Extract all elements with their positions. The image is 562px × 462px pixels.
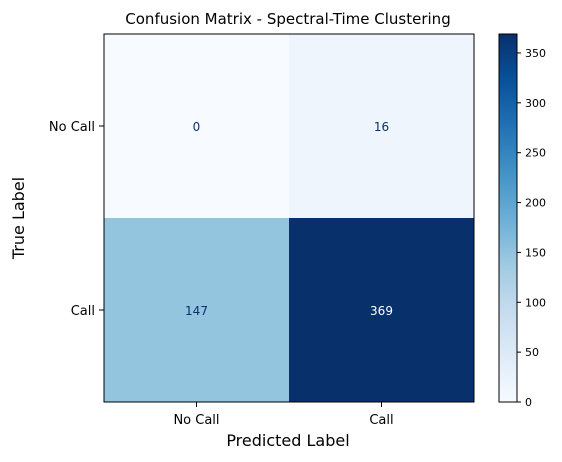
- matrix-group: 0 16 147 369 No Call Call No Call Call: [49, 34, 474, 428]
- x-tick-label-1: Call: [369, 413, 393, 428]
- cell-r1-c0: [104, 218, 289, 402]
- y-tick-label-0: No Call: [49, 120, 95, 135]
- cell-r0-c1: [289, 34, 474, 218]
- cell-value-r1-c1: 369: [370, 304, 393, 318]
- colorbar-tick-label-1: 50: [525, 346, 539, 359]
- plot-frame: [103, 33, 475, 403]
- colorbar-gradient: [499, 34, 517, 402]
- cell-value-r1-c0: 147: [185, 304, 208, 318]
- colorbar-tick-label-7: 350: [525, 47, 546, 60]
- y-tick-label-1: Call: [71, 304, 95, 319]
- colorbar-tick-label-0: 0: [525, 396, 532, 409]
- colorbar-ticks: 0 50 100 150 200 250 300 350: [517, 47, 546, 409]
- y-axis-label: True Label: [9, 177, 28, 260]
- colorbar: 0 50 100 150 200 250 300 350: [498, 33, 546, 409]
- x-axis-label: Predicted Label: [226, 431, 349, 450]
- cell-r1-c1: [289, 218, 474, 402]
- colorbar-tick-label-2: 100: [525, 296, 546, 309]
- cell-value-r0-c0: 0: [193, 120, 201, 134]
- colorbar-frame: [498, 33, 518, 403]
- colorbar-tick-label-5: 250: [525, 147, 546, 160]
- colorbar-tick-label-4: 200: [525, 197, 546, 210]
- colorbar-tick-label-3: 150: [525, 246, 546, 259]
- x-tick-label-0: No Call: [173, 413, 219, 428]
- cell-r0-c0: [104, 34, 289, 218]
- cell-value-r0-c1: 16: [374, 120, 389, 134]
- chart-title: Confusion Matrix - Spectral-Time Cluster…: [125, 10, 450, 28]
- colorbar-tick-label-6: 300: [525, 97, 546, 110]
